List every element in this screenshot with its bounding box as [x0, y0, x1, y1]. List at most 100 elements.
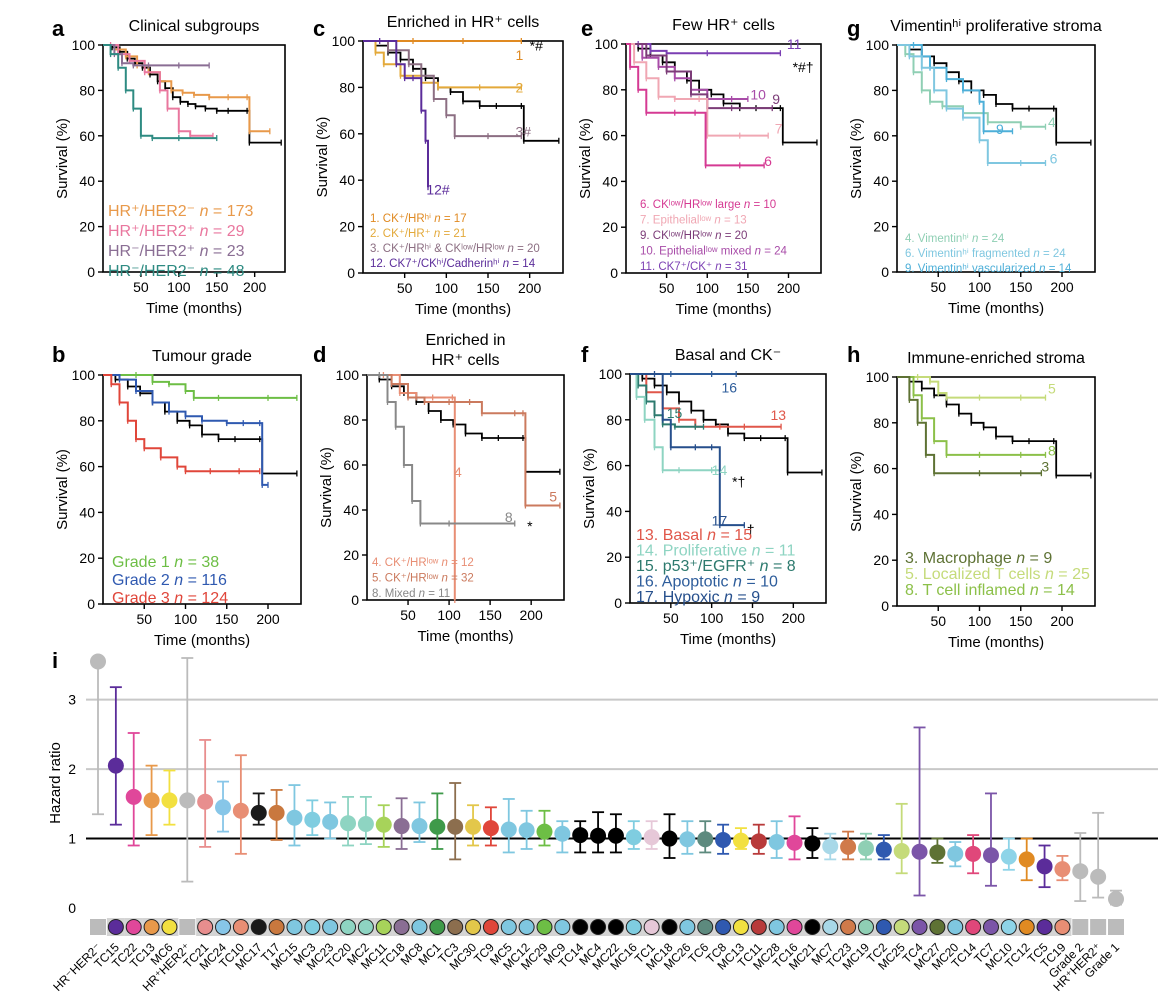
- legend-value: = 31: [722, 261, 748, 273]
- legend-entry: 10. Epithelialˡᵒʷ mixed n = 24: [640, 246, 788, 258]
- curve-annotation: *#: [530, 38, 543, 54]
- chart-title: Few HR⁺ cells: [672, 17, 775, 34]
- category-swatch: [1054, 919, 1071, 935]
- hazard-point: [911, 843, 928, 860]
- y-tick-label: 80: [339, 79, 355, 95]
- category-swatch: [465, 919, 482, 935]
- x-tick-label: 150: [215, 611, 239, 627]
- x-axis-label: Time (months): [680, 631, 776, 648]
- panel-label: b: [52, 342, 65, 367]
- category-swatch: [197, 919, 214, 935]
- hazard-point: [875, 841, 892, 858]
- category-swatch: [1072, 919, 1089, 935]
- x-axis-label: Time (months): [146, 300, 242, 317]
- hazard-point: [304, 811, 321, 828]
- legend-label: Grade 1: [112, 554, 174, 571]
- y-tick-label: 80: [79, 82, 95, 98]
- category-swatch: [429, 919, 446, 935]
- legend-entry: 13. Basal n = 15: [636, 527, 752, 544]
- legend-value: = 21: [440, 228, 466, 240]
- legend-label: 17. Hypoxic: [636, 589, 724, 606]
- legend-label: 10. Epithelialˡᵒʷ mixed: [640, 246, 755, 258]
- category-swatch: [90, 919, 106, 935]
- hazard-point: [1108, 890, 1124, 907]
- category-swatch: [393, 919, 410, 935]
- category-swatch: [982, 919, 999, 935]
- x-tick-label: 50: [930, 613, 946, 629]
- legend-entry: 5. CK⁺/HRˡᵒʷ n = 32: [372, 573, 474, 585]
- chart-title: Vimentinʰⁱ proliferative stroma: [890, 18, 1102, 35]
- curve-annotation: 17: [712, 513, 728, 529]
- y-tick-label: 20: [873, 552, 889, 568]
- x-tick-label: 150: [478, 607, 502, 623]
- legend-label: 6. Vimentinʰⁱ fragmented: [905, 247, 1033, 260]
- y-tick-label: 100: [866, 37, 890, 53]
- curve-annotation: 4: [1048, 114, 1056, 130]
- category-swatch: [161, 919, 178, 935]
- legend-n: n: [503, 258, 509, 270]
- legend-label: 1. CK⁺/HRʰⁱ: [370, 212, 434, 225]
- x-tick-label: 50: [397, 280, 413, 296]
- category-swatch: [107, 919, 124, 935]
- y-axis-label: Survival (%): [848, 118, 865, 199]
- y-tick-label: 100: [72, 367, 96, 383]
- hazard-point: [572, 827, 589, 844]
- curve-annotation: 12#: [426, 181, 450, 197]
- legend-value: = 173: [208, 203, 253, 220]
- curve-annotation: 9: [996, 121, 1004, 137]
- x-tick-label: 100: [700, 610, 724, 626]
- curve-annotation: 15: [667, 405, 683, 421]
- legend-label: 4. Vimentinʰⁱ: [905, 232, 972, 245]
- survival-curve: [103, 44, 213, 137]
- plot-frame: [896, 376, 1096, 607]
- x-tick-label: 150: [476, 280, 500, 296]
- panel-label: d: [313, 342, 326, 367]
- legend-n: n: [1030, 582, 1039, 599]
- hazard-point: [929, 844, 946, 861]
- legend-entry: 14. Proliferative n = 11: [636, 543, 795, 560]
- y-tick-label: 20: [606, 549, 622, 565]
- plot-frame: [625, 43, 822, 274]
- hazard-point: [1054, 861, 1071, 878]
- y-axis-label: Survival (%): [54, 449, 71, 530]
- x-tick-label: 200: [256, 611, 280, 627]
- survival-curve: [363, 40, 522, 89]
- chart-title: Tumour grade: [152, 348, 252, 365]
- legend-value: = 124: [183, 590, 228, 607]
- y-tick-label: 20: [343, 547, 359, 563]
- x-tick-label: 200: [518, 280, 542, 296]
- hazard-point: [411, 818, 428, 835]
- hazard-point: [1090, 868, 1107, 885]
- hazard-point: [268, 804, 285, 821]
- legend-label: HR⁻/HER2⁺: [108, 243, 200, 260]
- survival-curve: [630, 373, 782, 428]
- legend-label: 2. CK⁺/HR⁺: [370, 228, 434, 240]
- legend-label: HR⁻/HER2⁻: [108, 263, 200, 280]
- y-tick-label: 100: [332, 33, 356, 49]
- legend-entry: 15. p53⁺/EGFR⁺ n = 8: [636, 558, 796, 575]
- plot-frame: [896, 44, 1096, 273]
- legend-n: n: [419, 588, 425, 600]
- legend-label: 9. Vimentinʰⁱ vascularized: [905, 262, 1039, 275]
- x-tick-label: 100: [968, 279, 992, 295]
- hazard-point: [143, 792, 160, 809]
- category-swatch: [857, 919, 874, 935]
- legend-entry: HR⁺/HER2⁺ n = 29: [108, 223, 245, 240]
- panel-label: g: [847, 16, 860, 41]
- y-tick-label: 20: [79, 550, 95, 566]
- legend-entry: 12. CK7⁺/CKʰⁱ/Cadherinʰⁱ n = 14: [370, 257, 536, 270]
- y-tick-label: 80: [343, 412, 359, 428]
- hazard-point: [215, 799, 232, 816]
- hazard-point: [393, 818, 410, 835]
- category-swatch: [661, 919, 678, 935]
- panel-d: d Enriched in HR⁺ cells 0 20 40 60 80 100 50 100 15…: [313, 332, 565, 645]
- legend-value: = 14: [1046, 263, 1073, 275]
- legend-n: n: [733, 574, 742, 591]
- legend-entry: HR⁻/HER2⁻ n = 48: [108, 263, 245, 280]
- panel-label: a: [52, 16, 65, 41]
- x-tick-label: 100: [968, 613, 992, 629]
- hazard-point: [643, 829, 660, 846]
- legend-value: = 9: [733, 589, 760, 606]
- legend-n: n: [755, 246, 761, 258]
- hazard-point: [590, 827, 607, 844]
